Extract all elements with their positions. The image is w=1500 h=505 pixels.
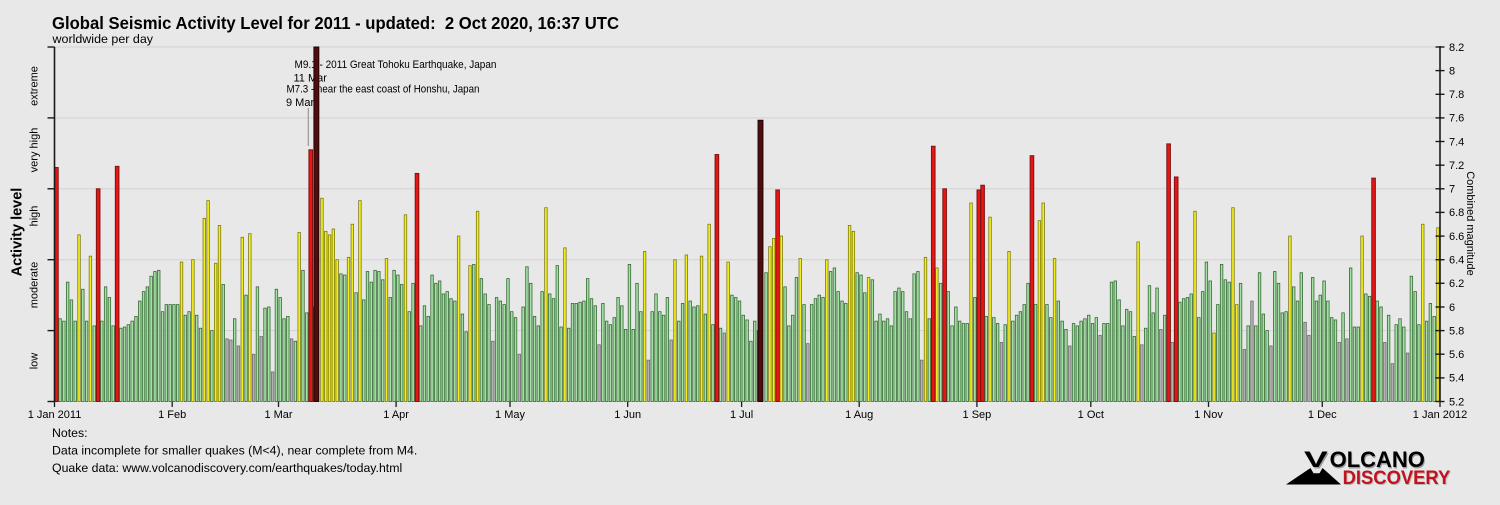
svg-text:1 Aug: 1 Aug	[845, 409, 873, 421]
svg-text:high: high	[29, 206, 41, 227]
svg-text:7.8: 7.8	[1449, 89, 1464, 101]
svg-text:1 Dec: 1 Dec	[1308, 409, 1337, 421]
svg-text:M7.3 - near the east coast of: M7.3 - near the east coast of Honshu, Ja…	[287, 84, 480, 96]
svg-text:1 Jan 2012: 1 Jan 2012	[1413, 409, 1467, 421]
svg-text:7.2: 7.2	[1449, 160, 1464, 172]
svg-text:1 Apr: 1 Apr	[383, 409, 409, 421]
svg-text:6: 6	[1449, 302, 1455, 314]
svg-text:6.4: 6.4	[1449, 255, 1464, 267]
svg-text:Data incomplete for smaller qu: Data incomplete for smaller quakes (M<4)…	[52, 444, 417, 458]
svg-text:1 Nov: 1 Nov	[1194, 409, 1223, 421]
svg-text:worldwide per day: worldwide per day	[51, 32, 153, 46]
svg-text:moderate: moderate	[29, 262, 41, 308]
svg-text:DISCOVERY: DISCOVERY	[1343, 467, 1451, 489]
svg-text:8.2: 8.2	[1449, 42, 1464, 54]
svg-text:Global Seismic Activity Level: Global Seismic Activity Level for 2011 -…	[52, 13, 619, 33]
svg-text:Combined magnitude: Combined magnitude	[1464, 171, 1476, 276]
svg-text:1 May: 1 May	[495, 409, 525, 421]
svg-text:6.6: 6.6	[1449, 231, 1464, 243]
svg-text:1 Feb: 1 Feb	[158, 409, 186, 421]
svg-text:1 Jun: 1 Jun	[614, 409, 641, 421]
svg-text:Notes:: Notes:	[52, 426, 88, 440]
svg-text:OLCANO: OLCANO	[1330, 448, 1425, 473]
svg-text:1 Sep: 1 Sep	[963, 409, 992, 421]
svg-text:5.6: 5.6	[1449, 349, 1464, 361]
svg-text:7.6: 7.6	[1449, 113, 1464, 125]
svg-text:Quake data: www.volcanodiscove: Quake data: www.volcanodiscovery.com/ear…	[52, 461, 402, 475]
svg-text:7.4: 7.4	[1449, 136, 1464, 148]
svg-text:5.2: 5.2	[1449, 396, 1464, 408]
svg-text:low: low	[29, 353, 41, 370]
svg-text:OLCANO: OLCANO	[1330, 447, 1425, 472]
svg-text:1 Jan 2011: 1 Jan 2011	[28, 409, 82, 421]
svg-text:DISCOVERY: DISCOVERY	[1344, 469, 1452, 491]
svg-text:7: 7	[1449, 184, 1455, 196]
svg-text:8: 8	[1449, 65, 1455, 77]
svg-text:V: V	[1304, 448, 1328, 473]
svg-text:1 Mar: 1 Mar	[264, 409, 292, 421]
svg-text:5.4: 5.4	[1449, 373, 1464, 385]
svg-text:5.8: 5.8	[1449, 325, 1464, 337]
svg-text:very high: very high	[29, 128, 41, 173]
svg-text:6.8: 6.8	[1449, 207, 1464, 219]
svg-text:6.2: 6.2	[1449, 278, 1464, 290]
svg-text:M9.1 - 2011 Great Tohoku Earth: M9.1 - 2011 Great Tohoku Earthquake, Jap…	[295, 59, 497, 71]
svg-text:1 Jul: 1 Jul	[730, 409, 753, 421]
svg-text:1 Oct: 1 Oct	[1078, 409, 1104, 421]
svg-text:9 Mar: 9 Mar	[286, 97, 314, 109]
svg-text:Activity level: Activity level	[10, 188, 26, 277]
svg-text:extreme: extreme	[29, 66, 41, 106]
